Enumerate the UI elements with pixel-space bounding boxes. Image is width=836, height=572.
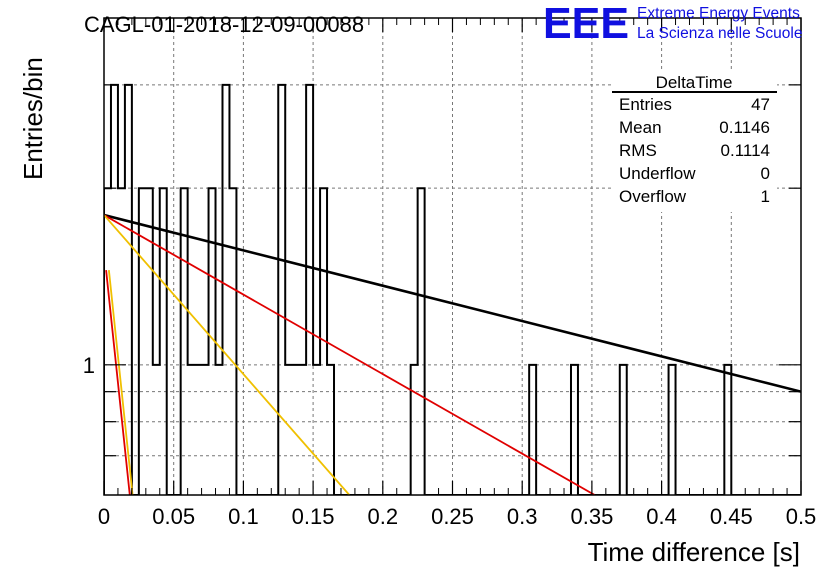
stats-box: DeltaTime Entries 47 Mean 0.1146 RMS 0.1114 Un… xyxy=(612,72,777,212)
fit-curve xyxy=(107,270,134,495)
stats-label: RMS xyxy=(619,141,657,160)
x-axis-label: Time difference [s] xyxy=(588,537,800,567)
stats-label: Mean xyxy=(619,118,662,137)
x-tick-label: 0.2 xyxy=(368,504,399,529)
x-tick-label: 0.35 xyxy=(570,504,613,529)
stats-value: 0 xyxy=(761,164,770,183)
stats-box-background xyxy=(612,72,777,212)
x-tick-label: 0 xyxy=(98,504,110,529)
fit-curve xyxy=(104,214,596,495)
x-tick-label: 0.3 xyxy=(507,504,538,529)
stats-label: Overflow xyxy=(619,187,687,206)
histogram-outline xyxy=(104,83,801,495)
x-tick-label: 0.05 xyxy=(152,504,195,529)
x-tick-label: 0.15 xyxy=(292,504,335,529)
y-axis-label: Entries/bin xyxy=(18,57,48,180)
x-tick-label: 0.45 xyxy=(710,504,753,529)
eee-logo: EEE Extreme Energy Events La Scienza nel… xyxy=(543,0,802,48)
logo-mark: EEE xyxy=(543,0,629,48)
x-tick-label: 0.25 xyxy=(431,504,474,529)
y-tick-labels: 1 xyxy=(83,353,95,378)
stats-box-title: DeltaTime xyxy=(656,73,733,92)
fit-curves xyxy=(104,213,801,495)
logo-line-1: Extreme Energy Events xyxy=(637,5,800,22)
stats-rows: Entries 47 Mean 0.1146 RMS 0.1114 Underflow 0 Ov… xyxy=(619,95,770,206)
stats-label: Underflow xyxy=(619,164,696,183)
fit-curve xyxy=(104,213,801,393)
stats-value: 1 xyxy=(761,187,770,206)
axis-ticks xyxy=(103,18,802,495)
stats-label: Entries xyxy=(619,95,672,114)
x-tick-label: 0.1 xyxy=(228,504,259,529)
stats-value: 47 xyxy=(751,95,770,114)
logo-line-2: La Scienza nelle Scuole xyxy=(637,25,802,42)
stats-value: 0.1114 xyxy=(721,141,770,160)
stats-value: 0.1146 xyxy=(719,118,770,137)
y-tick-label: 1 xyxy=(83,353,95,378)
chart-title: CAGL-01-2018-12-09-00088 xyxy=(84,12,364,37)
x-tick-labels: 0 0.05 0.1 0.15 0.2 0.25 0.3 0.35 0.4 0.45 0.5 xyxy=(98,504,816,529)
fit-curve xyxy=(104,214,351,495)
x-tick-label: 0.4 xyxy=(646,504,677,529)
histogram-bars xyxy=(104,83,801,495)
fit-curve xyxy=(105,270,131,495)
x-tick-label: 0.5 xyxy=(786,504,817,529)
